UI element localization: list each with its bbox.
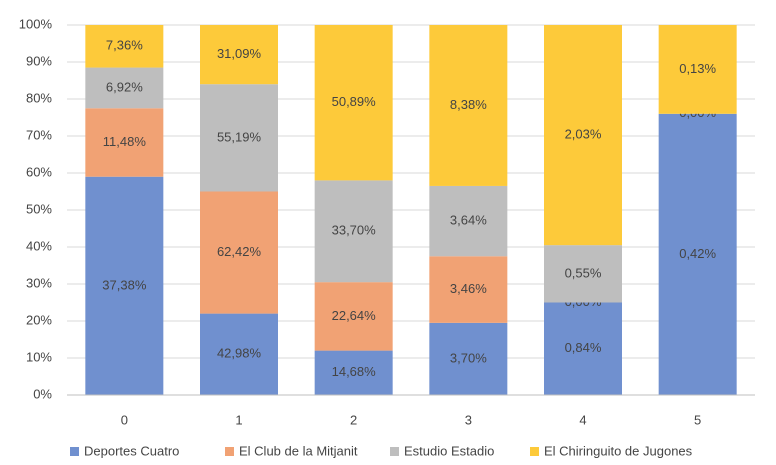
bar-segment [200, 84, 278, 192]
legend-swatch [390, 447, 399, 456]
data-label: 37,38% [102, 277, 147, 292]
legend-label: Deportes Cuatro [84, 443, 179, 458]
data-label: 0,13% [679, 61, 716, 76]
y-tick-label: 50% [26, 201, 52, 216]
data-label: 0,55% [565, 265, 602, 280]
y-tick-label: 80% [26, 90, 52, 105]
legend-label: Estudio Estadio [404, 443, 494, 458]
data-label: 2,03% [565, 127, 602, 142]
bar-segment [429, 256, 508, 323]
data-label: 55,19% [217, 129, 262, 144]
y-tick-label: 60% [26, 164, 52, 179]
y-tick-label: 10% [26, 349, 52, 364]
data-label: 0,42% [679, 246, 716, 261]
y-tick-label: 0% [33, 386, 52, 401]
bar-segment [429, 185, 508, 257]
y-tick-label: 40% [26, 238, 52, 253]
data-label: 62,42% [217, 244, 262, 259]
legend-swatch [70, 447, 79, 456]
bar-segment [85, 25, 164, 68]
bar-segment [314, 282, 393, 351]
legend-swatch [530, 447, 539, 456]
y-tick-label: 20% [26, 312, 52, 327]
y-tick-label: 90% [26, 53, 52, 68]
x-tick-label: 5 [694, 412, 701, 427]
x-tick-label: 1 [235, 412, 242, 427]
legend-label: El Chiringuito de Jugones [544, 443, 693, 458]
y-tick-label: 100% [19, 16, 53, 31]
bar-segment [544, 245, 622, 303]
bar-segment [429, 322, 508, 395]
bar-segment [314, 25, 393, 181]
bar-segment [544, 25, 622, 246]
data-label: 50,89% [332, 94, 377, 109]
bar-segment [544, 302, 622, 395]
bar-segment [200, 25, 278, 85]
bar-segment [314, 180, 393, 283]
data-label: 3,46% [450, 281, 487, 296]
data-label: 6,92% [106, 79, 143, 94]
data-label: 11,48% [103, 134, 147, 149]
bar-segment [85, 108, 164, 177]
data-label: 22,64% [332, 308, 377, 323]
data-label: 8,38% [450, 97, 487, 112]
bar-segment [200, 313, 278, 395]
data-label: 33,70% [332, 223, 377, 238]
x-tick-label: 0 [121, 412, 128, 427]
legend-label: El Club de la Mitjanit [239, 443, 358, 458]
bar-segment [314, 350, 393, 395]
bar-segment [85, 176, 164, 395]
x-tick-label: 3 [465, 412, 472, 427]
data-label: 14,68% [332, 364, 377, 379]
legend-swatch [225, 447, 234, 456]
bar-segment [658, 25, 737, 114]
x-tick-label: 2 [350, 412, 357, 427]
data-label: 3,64% [450, 213, 487, 228]
bar-segment [200, 191, 278, 314]
data-label: 7,36% [106, 38, 143, 53]
y-tick-label: 70% [26, 127, 52, 142]
data-label: 42,98% [217, 346, 262, 361]
data-label: 0,84% [565, 340, 602, 355]
y-tick-label: 30% [26, 275, 52, 290]
data-label: 3,70% [450, 350, 487, 365]
bar-segment [85, 67, 164, 109]
x-tick-label: 4 [579, 412, 586, 427]
bar-segment [658, 113, 737, 396]
data-label: 31,09% [217, 46, 262, 61]
bar-segment [429, 25, 508, 186]
